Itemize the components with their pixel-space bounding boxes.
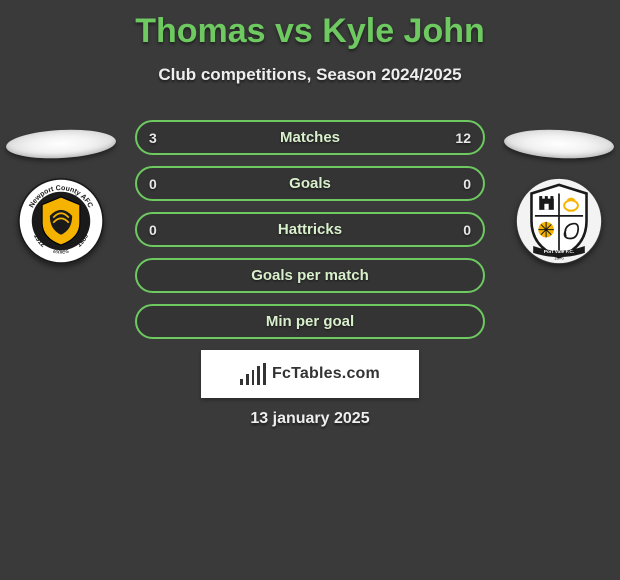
subtitle: Club competitions, Season 2024/2025	[0, 65, 620, 85]
crest-left-nick: exiles	[52, 248, 70, 256]
row-matches-left: 3	[149, 130, 157, 146]
row-gpm-label: Goals per match	[251, 267, 369, 284]
crest-right-banner: Port Vale F.C.	[544, 249, 574, 255]
svg-text:exiles: exiles	[52, 248, 70, 256]
page-title: Thomas vs Kyle John	[0, 0, 620, 51]
decorative-pill-left	[5, 127, 116, 161]
watermark: FcTables.com	[201, 350, 419, 398]
row-mpg: Min per goal	[135, 304, 485, 339]
team-crest-right: Port Vale F.C. 1876	[516, 178, 602, 264]
row-mpg-label: Min per goal	[266, 313, 354, 330]
row-goals-right: 0	[463, 176, 471, 192]
team-crest-left: Newport County AFC 1912 exiles 1989	[18, 178, 104, 264]
bars-icon	[240, 363, 266, 385]
row-hattricks: 0 Hattricks 0	[135, 212, 485, 247]
row-gpm: Goals per match	[135, 258, 485, 293]
row-hattricks-right: 0	[463, 222, 471, 238]
row-hattricks-left: 0	[149, 222, 157, 238]
row-hattricks-label: Hattricks	[278, 221, 342, 238]
row-matches-label: Matches	[280, 129, 340, 146]
row-goals-label: Goals	[289, 175, 331, 192]
decorative-pill-right	[503, 127, 614, 161]
crest-right-year: 1876	[554, 256, 564, 261]
row-matches-right: 12	[455, 130, 471, 146]
row-goals: 0 Goals 0	[135, 166, 485, 201]
date: 13 january 2025	[0, 410, 620, 428]
watermark-text: FcTables.com	[272, 365, 380, 383]
stats-table: 3 Matches 12 0 Goals 0 0 Hattricks 0 Goa…	[135, 120, 485, 350]
row-matches: 3 Matches 12	[135, 120, 485, 155]
row-goals-left: 0	[149, 176, 157, 192]
